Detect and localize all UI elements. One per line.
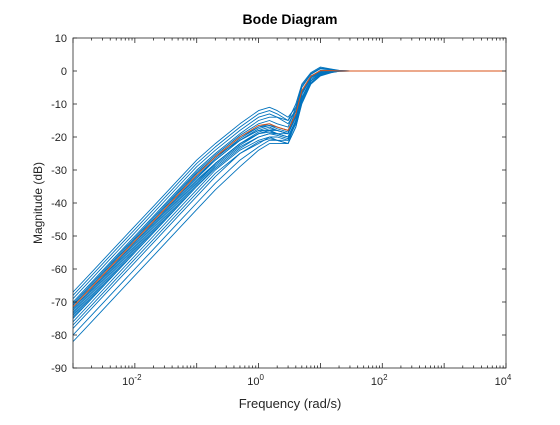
y-tick-label: -50 bbox=[51, 231, 67, 243]
y-tick-label: -20 bbox=[51, 132, 67, 144]
y-tick-label: -10 bbox=[51, 99, 67, 111]
y-tick-label: -30 bbox=[51, 165, 67, 177]
y-axis-label: Magnitude (dB) bbox=[31, 162, 45, 244]
y-tick-label: -90 bbox=[51, 363, 67, 375]
series-layer bbox=[73, 66, 506, 342]
series-line-nominal bbox=[73, 70, 506, 308]
y-tick-label: 0 bbox=[61, 66, 67, 78]
x-axis-label: Frequency (rad/s) bbox=[239, 396, 342, 411]
y-tick-label: -80 bbox=[51, 330, 67, 342]
y-tick-label: -60 bbox=[51, 264, 67, 276]
chart-title: Bode Diagram bbox=[243, 11, 338, 27]
y-tick-label: -40 bbox=[51, 198, 67, 210]
y-tick-label: -70 bbox=[51, 297, 67, 309]
plot-area bbox=[73, 38, 506, 368]
y-tick-label: 10 bbox=[55, 33, 67, 45]
